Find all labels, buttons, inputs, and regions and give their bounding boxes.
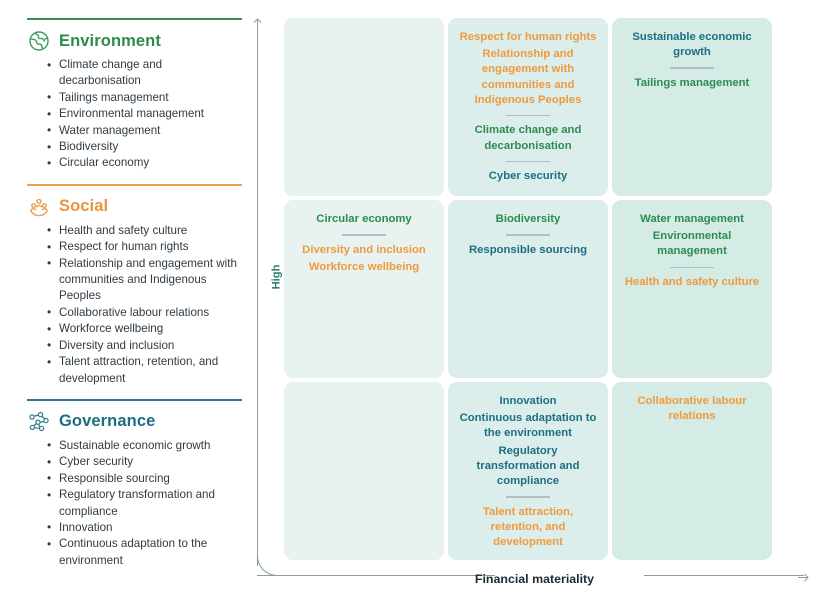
list-item: Tailings management (47, 89, 242, 106)
matrix-topic: Talent attraction, retention, and develo… (482, 505, 574, 549)
materiality-matrix: Impact materiality Very High High Modera… (252, 14, 817, 598)
x-axis-line-left (257, 575, 495, 576)
matrix-cell-group: Biodiversity (457, 212, 599, 227)
group-divider (670, 266, 714, 268)
x-axis-arrow-icon (798, 570, 809, 582)
group-divider (342, 234, 386, 236)
globe-icon (27, 29, 51, 53)
matrix-topic: Continuous adaptation to the environment (459, 412, 597, 440)
legend-section-social: Social Health and safety culture Respect… (27, 183, 242, 387)
matrix-cell-group: Diversity and inclusion Workforce wellbei… (293, 243, 435, 275)
list-item: Innovation (47, 519, 242, 536)
matrix-cell: Collaborative labour relations (612, 382, 772, 560)
matrix-topic: Tailings management (634, 76, 750, 89)
section-header-environment: Environment (27, 29, 242, 53)
y-axis-tick-high-label: High (270, 264, 283, 290)
matrix-cell-group: Health and safety culture (621, 275, 763, 290)
list-item: Biodiversity (47, 139, 242, 156)
matrix-cell (284, 18, 444, 196)
matrix-cell-group: Circular economy (293, 212, 435, 227)
matrix-topic: Health and safety culture (624, 276, 760, 288)
matrix-cell-group: Innovation Continuous adaptation to the e… (457, 394, 599, 489)
matrix-cell: Innovation Continuous adaptation to the e… (448, 382, 608, 560)
matrix-topic: Cyber security (488, 170, 568, 183)
topic-legend-panel: Environment Climate change and decarboni… (27, 18, 242, 569)
x-axis-line-right (644, 575, 804, 576)
section-title-environment: Environment (59, 31, 161, 50)
y-axis-line (257, 20, 258, 566)
group-divider (506, 115, 550, 117)
list-item: Relationship and engagement with communi… (47, 255, 242, 305)
matrix-cell: Water management Environmental management… (612, 200, 772, 378)
y-axis-tick-very-high: Very High (264, 42, 296, 94)
matrix-cell-group: Responsible sourcing (457, 243, 599, 258)
section-divider-governance (27, 398, 242, 401)
legend-section-environment: Environment Climate change and decarboni… (27, 18, 242, 172)
section-header-social: Social (27, 195, 242, 219)
list-item: Health and safety culture (47, 222, 242, 239)
people-group-icon (27, 195, 51, 219)
matrix-grid: Respect for human rights Relationship and… (284, 18, 812, 560)
list-item: Circular economy (47, 155, 242, 172)
matrix-cell-group: Sustainable economic growth (621, 30, 763, 60)
matrix-cell-group: Talent attraction, retention, and develo… (457, 505, 599, 551)
list-item: Environmental management (47, 106, 242, 123)
matrix-cell-group: Climate change and decarbonisation (457, 123, 599, 153)
group-divider (506, 496, 550, 498)
matrix-topic: Diversity and inclusion (302, 243, 426, 256)
y-axis-tick-moderate: Moderate (264, 433, 295, 483)
list-item: Workforce wellbeing (47, 321, 242, 338)
matrix-cell: Sustainable economic growth Tailings mana… (612, 18, 772, 196)
matrix-cell: Respect for human rights Relationship and… (448, 18, 608, 196)
matrix-cell (284, 382, 444, 560)
section-divider-environment (27, 18, 242, 20)
topic-list-environment: Climate change and decarbonisation Taili… (47, 57, 242, 172)
matrix-cell-group: Cyber security (457, 169, 599, 184)
matrix-cell: Biodiversity Responsible sourcing (448, 200, 608, 378)
matrix-topic: Relationship and engagement with communi… (474, 48, 582, 106)
list-item: Water management (47, 122, 242, 139)
list-item: Continuous adaptation to the environment (47, 536, 242, 569)
matrix-topic: Innovation (499, 395, 557, 407)
list-item: Collaborative labour relations (47, 304, 242, 321)
section-header-governance: Governance (27, 410, 242, 434)
matrix-topic: Responsible sourcing (468, 243, 587, 256)
matrix-topic: Circular economy (316, 213, 412, 225)
topic-list-governance: Sustainable economic growth Cyber securi… (47, 437, 242, 569)
legend-section-governance: Governance Sustainable economic growth C… (27, 398, 242, 569)
list-item: Talent attraction, retention, and develo… (47, 354, 242, 387)
matrix-cell-group: Tailings management (621, 76, 763, 91)
list-item: Sustainable economic growth (47, 437, 242, 454)
group-divider (506, 160, 550, 163)
list-item: Diversity and inclusion (47, 337, 242, 354)
matrix-cell-group: Collaborative labour relations (621, 394, 763, 424)
section-title-governance: Governance (59, 412, 156, 431)
network-nodes-icon (27, 410, 51, 434)
topic-list-social: Health and safety culture Respect for hu… (47, 222, 242, 387)
list-item: Respect for human rights (47, 239, 242, 256)
matrix-topic: Water management (640, 213, 744, 225)
section-divider-social (27, 183, 242, 186)
matrix-cell: Circular economy Diversity and inclusion W… (284, 200, 444, 378)
matrix-topic: Collaborative labour relations (637, 395, 747, 423)
list-item: Climate change and decarbonisation (47, 57, 242, 90)
section-title-social: Social (59, 197, 109, 216)
matrix-topic: Sustainable economic growth (632, 31, 752, 59)
list-item: Cyber security (47, 454, 242, 471)
list-item: Regulatory transformation and compliance (47, 487, 242, 520)
group-divider (506, 234, 550, 236)
matrix-topic: Respect for human rights (459, 31, 597, 43)
matrix-cell-group: Water management Environmental management (621, 212, 763, 260)
list-item: Responsible sourcing (47, 470, 242, 487)
group-divider (670, 67, 714, 69)
x-axis-title: Financial materiality (474, 572, 595, 586)
y-axis-tick-high: High (264, 265, 282, 290)
matrix-topic: Biodiversity (495, 213, 561, 225)
matrix-topic: Regulatory transformation and compliance (476, 444, 580, 488)
matrix-topic: Climate change and decarbonisation (474, 124, 582, 152)
matrix-cell-group: Respect for human rights Relationship and… (457, 30, 599, 108)
matrix-topic: Workforce wellbeing (308, 260, 420, 273)
matrix-topic: Environmental management (652, 230, 732, 258)
y-axis-arrow-icon (252, 16, 263, 28)
